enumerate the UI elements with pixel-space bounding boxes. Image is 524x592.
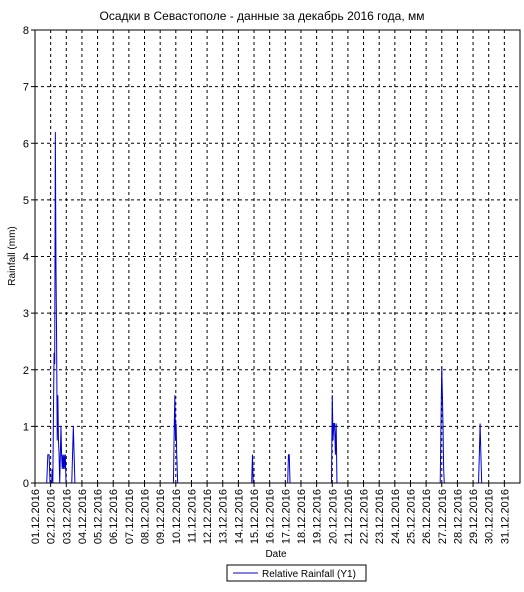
x-tick-label: 24.12.2016: [390, 489, 402, 544]
x-tick-label: 01.12.2016: [30, 489, 42, 544]
x-tick-label: 16.12.2016: [265, 489, 277, 544]
y-axis-label: Rainfall (mm): [7, 226, 18, 285]
y-tick-label: 7: [23, 82, 29, 94]
x-tick-label: 31.12.2016: [499, 489, 511, 544]
x-tick-label: 13.12.2016: [218, 489, 230, 544]
x-tick-label: 17.12.2016: [280, 489, 292, 544]
x-axis-label: Date: [265, 549, 287, 560]
x-tick-label: 22.12.2016: [359, 489, 371, 544]
x-tick-label: 20.12.2016: [327, 489, 339, 544]
x-tick-label: 07.12.2016: [124, 489, 136, 544]
x-tick-label: 29.12.2016: [468, 489, 480, 544]
x-tick-label: 11.12.2016: [186, 489, 198, 543]
y-tick-label: 6: [23, 138, 29, 150]
x-tick-label: 18.12.2016: [296, 489, 308, 544]
x-tick-label: 28.12.2016: [452, 489, 464, 544]
x-tick-label: 19.12.2016: [312, 489, 324, 544]
chart-title: Осадки в Севастополе - данные за декабрь…: [99, 9, 424, 23]
legend-label: Relative Rainfall (Y1): [262, 569, 356, 580]
legend: Relative Rainfall (Y1): [226, 564, 367, 582]
x-tick-label: 27.12.2016: [437, 489, 449, 544]
x-tick-label: 21.12.2016: [343, 489, 355, 544]
x-tick-label: 08.12.2016: [140, 489, 152, 544]
y-tick-label: 8: [23, 25, 29, 37]
x-tick-label: 26.12.2016: [421, 489, 433, 544]
y-tick-label: 5: [23, 195, 29, 207]
x-axis-ticks: 01.12.2016 02.12.2016 03.12.2016 04.12.2016…: [30, 483, 511, 544]
x-tick-label: 14.12.2016: [233, 489, 245, 544]
x-tick-label: 02.12.2016: [46, 489, 58, 544]
legend-box: [226, 564, 367, 582]
y-tick-label: 1: [23, 421, 29, 433]
x-tick-label: 10.12.2016: [171, 489, 183, 544]
x-tick-label: 09.12.2016: [155, 489, 167, 544]
y-tick-label: 0: [23, 478, 29, 490]
x-tick-label: 25.12.2016: [405, 489, 417, 544]
x-tick-label: 30.12.2016: [484, 489, 496, 544]
y-tick-label: 2: [23, 365, 29, 377]
grid: [35, 30, 520, 483]
x-tick-label: 15.12.2016: [249, 489, 261, 544]
x-tick-label: 04.12.2016: [77, 489, 89, 544]
x-tick-label: 12.12.2016: [202, 489, 214, 544]
x-tick-label: 03.12.2016: [61, 489, 73, 544]
y-tick-label: 3: [23, 308, 29, 320]
y-tick-label: 4: [23, 252, 29, 264]
x-tick-label: 23.12.2016: [374, 489, 386, 544]
x-tick-label: 05.12.2016: [93, 489, 105, 544]
y-axis-ticks: 0 1 2 3 4 5 6 7 8: [23, 25, 35, 490]
series-layer: [46, 131, 483, 484]
x-tick-label: 06.12.2016: [108, 489, 120, 544]
series-line: [46, 131, 483, 484]
